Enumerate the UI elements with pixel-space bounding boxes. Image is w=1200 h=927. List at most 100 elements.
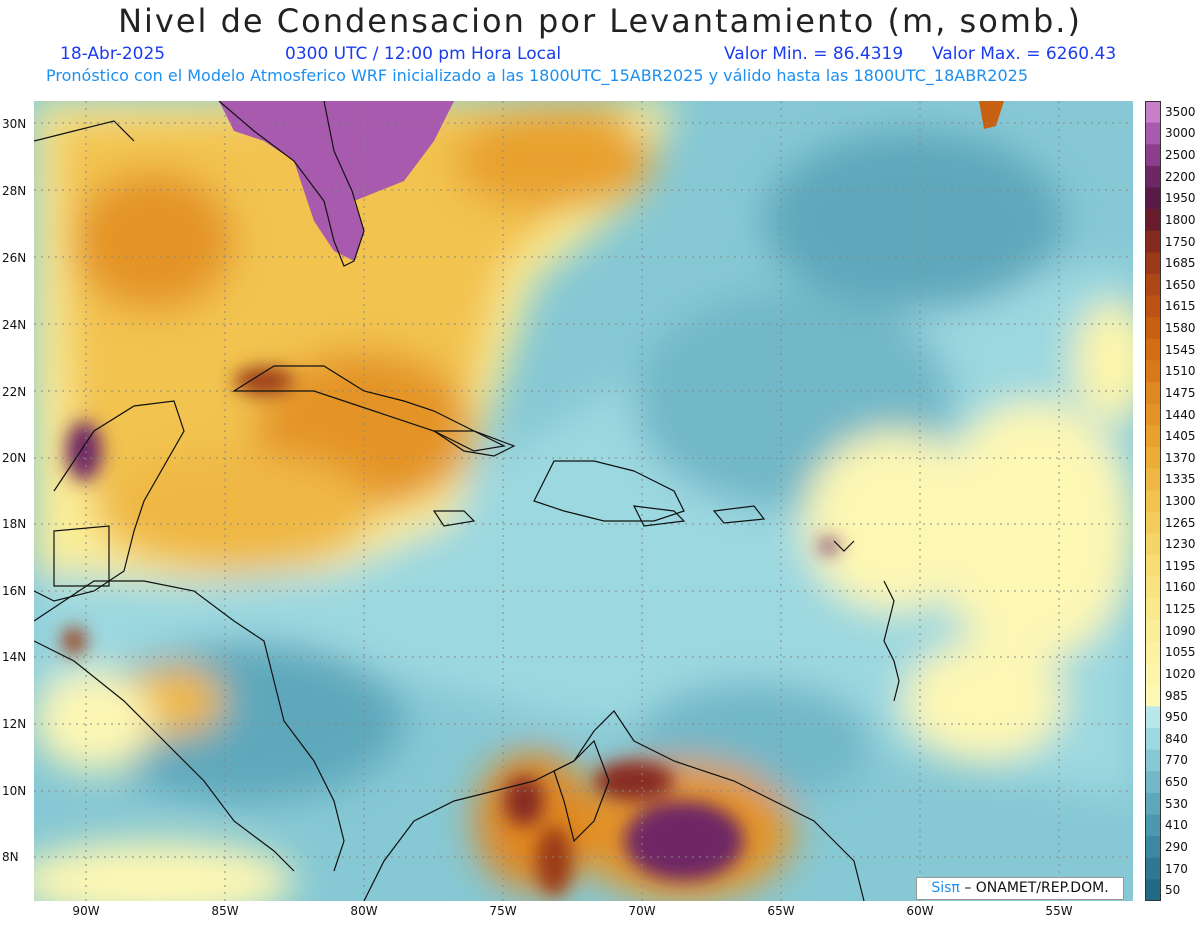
colorbar-label: 1545 [1165,342,1196,357]
colorbar-label: 1750 [1165,234,1196,249]
colorbar-label: 770 [1165,753,1188,768]
colorbar-label: 1230 [1165,537,1196,552]
colorbar-swatch [1145,122,1161,145]
lon-label: 85W [211,904,239,918]
florida-peninsula [294,161,364,261]
hotspots [62,367,839,896]
lon-label: 65W [767,904,795,918]
lcl-map [34,101,1133,901]
colorbar [1145,101,1161,901]
max-value: Valor Max. = 6260.43 [932,44,1117,64]
lon-label: 70W [628,904,656,918]
colorbar-swatch [1145,317,1161,340]
colorbar-swatch [1145,684,1161,707]
lat-label: 16N [2,584,27,598]
colorbar-label: 1300 [1165,494,1196,508]
lon-label: 80W [350,904,378,918]
colorbar-swatch [1145,230,1161,253]
colorbar-swatch [1145,533,1161,556]
colorbar-swatch [1145,252,1161,275]
lon-label: 75W [489,904,517,918]
colorbar-label: 1685 [1165,256,1196,271]
colorbar-swatch [1145,598,1161,621]
colorbar-swatch [1145,446,1161,470]
colorbar-label: 1615 [1165,299,1196,314]
colorbar-swatch [1145,165,1161,188]
colorbar-label: 1125 [1165,602,1196,617]
colorbar-label: 1800 [1165,212,1196,227]
lat-label: 24N [2,318,27,332]
map-title: Nivel de Condensacion por Levantamiento … [118,2,1082,40]
colorbar-swatch [1145,511,1161,534]
coastlines [34,101,900,901]
colorbar-swatch [1145,144,1161,167]
colorbar-swatch [1145,619,1161,643]
colorbar-label: 1090 [1165,623,1196,638]
colorbar-swatch [1145,641,1161,664]
lat-label: 30N [2,117,27,131]
colorbar-swatch [1145,836,1161,859]
colorbar-label: 840 [1165,731,1188,746]
colorbar-label: 1510 [1165,364,1196,379]
forecast-date: 18-Abr-2025 [60,44,166,64]
colorbar-label: 1475 [1165,385,1196,400]
colorbar-label: 1650 [1165,277,1196,292]
colorbar-label: 650 [1165,775,1188,790]
colorbar-label: 3500 [1165,104,1196,119]
lat-label: 8N [2,850,19,864]
colorbar-label: 530 [1165,796,1188,811]
colorbar-swatch [1145,879,1161,901]
colorbar-label: 2500 [1165,148,1196,163]
colorbar-label: 1440 [1165,407,1196,422]
colorbar-label: 1335 [1165,472,1196,487]
lat-label: 26N [2,251,27,265]
colorbar-swatch [1145,403,1161,426]
colorbar-swatch [1145,857,1161,880]
colorbar-label: 1950 [1165,191,1196,206]
sis-brand: Sisπ [931,880,960,896]
lat-label: 20N [2,451,27,465]
colorbar-label: 1580 [1165,321,1196,336]
lat-label: 10N [2,784,27,798]
colorbar-swatch [1145,490,1161,513]
lon-label: 90W [72,904,100,918]
colorbar-label: 950 [1165,710,1188,725]
colorbar-label: 3000 [1165,126,1196,141]
credit-text: – ONAMET/REP.DOM. [964,880,1109,896]
colorbar-swatch [1145,706,1161,729]
colorbar-swatch [1145,728,1161,751]
lat-label: 18N [2,517,27,531]
colorbar-label: 1020 [1165,666,1196,681]
colorbar-swatch [1145,360,1161,383]
colorbar-swatch [1145,792,1161,816]
colorbar-label: 1265 [1165,515,1196,530]
lat-label: 28N [2,184,27,198]
colorbar-label: 290 [1165,839,1188,854]
colorbar-swatch [1145,295,1161,318]
colorbar-label: 50 [1165,883,1181,898]
colorbar-swatch [1145,576,1161,599]
colorbar-frame [1145,101,1161,901]
colorbar-swatch [1145,273,1161,297]
colorbar-label: 1195 [1165,558,1196,573]
lat-label: 12N [2,717,27,731]
colorbar-swatch [1145,749,1161,772]
colorbar-swatch [1145,101,1161,124]
forecast-time: 0300 UTC / 12:00 pm Hora Local [285,44,562,64]
colorbar-label: 410 [1165,818,1188,833]
model-info: Pronóstico con el Modelo Atmosferico WRF… [46,66,1029,85]
colorbar-label: 1160 [1165,580,1196,595]
colorbar-swatch [1145,555,1161,578]
lon-label: 60W [906,904,934,918]
colorbar-swatch [1145,209,1161,232]
colorbar-swatch [1145,814,1161,837]
colorbar-swatch [1145,771,1161,794]
colorbar-label: 1405 [1165,429,1196,444]
florida-high [219,101,454,201]
colorbar-swatch [1145,338,1161,361]
min-value: Valor Min. = 86.4319 [724,44,904,64]
colorbar-label: 1370 [1165,450,1196,465]
colorbar-label: 1055 [1165,645,1196,660]
colorbar-swatch [1145,663,1161,686]
lon-label: 55W [1045,904,1073,918]
